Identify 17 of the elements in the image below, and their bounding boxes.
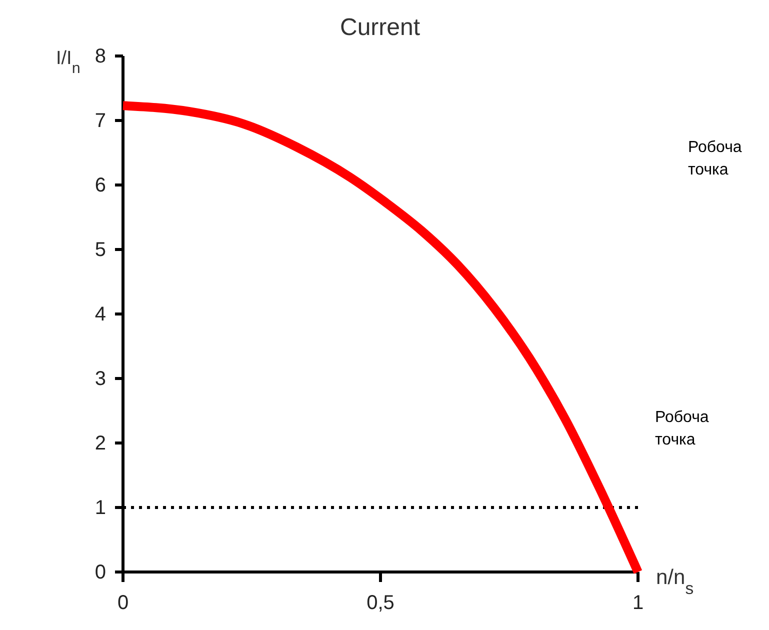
x-tick-label: 1 — [632, 592, 644, 614]
y-tick-label: 0 — [94, 561, 106, 584]
y-axis-title: I/I$_{n}$ — [56, 48, 80, 76]
y-tick-label: 4 — [94, 303, 106, 326]
y-tick-label: 5 — [94, 238, 106, 261]
chart-title: Current — [340, 14, 420, 41]
x-tick-label: 0,5 — [366, 592, 394, 614]
x-axis-title: n/n$_{s}$ — [656, 566, 694, 598]
text: Робоча точка — [655, 409, 709, 448]
y-tick-label: 7 — [94, 110, 106, 132]
y-tick-label: 2 — [94, 432, 106, 454]
y-tick-label: 8 — [94, 45, 106, 68]
x-tick-label: 0 — [117, 592, 129, 614]
y-tick-label: 1 — [94, 496, 106, 519]
text: Робоча точка — [688, 139, 742, 178]
y-tick-label: 3 — [94, 368, 106, 390]
y-tick-label: 6 — [94, 174, 106, 196]
